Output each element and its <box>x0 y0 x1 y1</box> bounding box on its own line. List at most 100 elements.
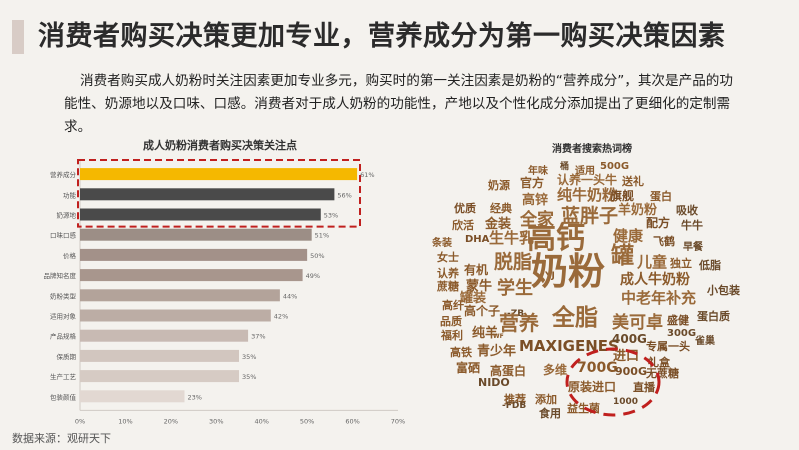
bar-7 <box>80 289 280 302</box>
x-tick-label: 20% <box>164 417 178 425</box>
cloud-word: 高个子 <box>464 304 501 318</box>
bar-chart: 营养成分 61% 功能 56% 奶源地 53% 口味口感 51% 价格 50% 品牌知名度 49% 奶粉… <box>44 159 405 425</box>
category-label: 价格 <box>63 251 77 260</box>
bar-5 <box>80 248 308 261</box>
value-label: 23% <box>187 393 201 401</box>
category-label: 保质期 <box>57 352 77 361</box>
cloud-word: 益生菌 <box>567 402 600 415</box>
x-tick-label: 50% <box>300 417 314 425</box>
cloud-word: 条装 <box>432 238 452 249</box>
cloud-word: 全脂 <box>552 305 598 331</box>
cloud-word: 中老年补充 <box>621 289 697 307</box>
cloud-word: 500G <box>600 161 630 172</box>
x-tick-label: 0% <box>75 417 85 425</box>
cloud-word: 儿童 <box>637 253 668 271</box>
cloud-word: 官方 <box>520 176 545 190</box>
cloud-word: 900G <box>615 365 647 378</box>
value-label: 49% <box>306 272 320 280</box>
cloud-word: 高钙 <box>527 221 586 255</box>
cloud-word: 女士 <box>437 251 459 264</box>
cloud-word: 全家 <box>520 210 554 230</box>
cloud-word: 高蛋白 <box>490 364 527 378</box>
cloud-word: 牛牛 <box>681 219 703 232</box>
x-tick-label: 30% <box>209 417 223 425</box>
cloud-word: 添加 <box>535 393 557 406</box>
category-label: 适用对象 <box>50 312 77 321</box>
cloud-word: 旗舰 <box>610 189 635 203</box>
data-source: 数据来源：观研天下 <box>12 432 111 445</box>
cloud-word: 雀巢 <box>695 336 715 347</box>
cloud-word: 原装进口 <box>568 380 617 394</box>
highlight-box <box>77 159 361 228</box>
bar-2 <box>80 188 335 201</box>
cloud-word: NIDO <box>478 376 510 389</box>
value-label: 50% <box>310 252 324 260</box>
cloud-word: 生牛乳 <box>489 229 535 247</box>
value-label: 44% <box>283 292 297 300</box>
page-description: 消费者购买成人奶粉时关注因素更加专业多元，购买时的第一关注因素是奶粉的“营养成分… <box>64 73 733 135</box>
cloud-word: 学生 <box>497 278 533 299</box>
cloud-word: 700G <box>577 360 618 376</box>
page-title: 消费者购买决策更加专业，营养成分为第一购买决策因素 <box>38 21 726 52</box>
cloud-word: 罐 <box>611 243 634 269</box>
cloud-word: 300G <box>667 328 697 339</box>
cloud-word: 低脂 <box>699 259 721 272</box>
cloud-word: 小包装 <box>707 284 740 297</box>
cloud-word: 青少年 <box>477 344 517 359</box>
bar-11 <box>80 370 239 383</box>
cloud-word: 蔗糖 <box>437 280 459 293</box>
cloud-word: -ZB <box>507 309 525 319</box>
cloud-word: 奶粉 <box>531 250 605 293</box>
cloud-word: 适用 <box>575 166 595 177</box>
title-accent-bar <box>12 20 24 54</box>
cloud-word: 送礼 <box>622 175 644 188</box>
bar-10 <box>80 349 239 362</box>
cloud-word: 吸收 <box>676 204 698 217</box>
value-label: 35% <box>242 353 256 361</box>
value-label: 37% <box>251 333 265 341</box>
cloud-word: 早餐 <box>683 242 703 253</box>
x-tick-label: 40% <box>254 417 268 425</box>
cloud-word: 福利 <box>441 329 463 342</box>
cloud-word: 纯羊 <box>472 326 499 341</box>
cloud-word: 美可卓 <box>612 313 663 333</box>
value-label: 51% <box>315 232 329 240</box>
cloud-word: YJ <box>545 271 555 281</box>
cloud-word: 高纤 <box>442 299 464 312</box>
x-tick-label: 10% <box>118 417 132 425</box>
cloud-word: 认养一头牛 <box>557 173 618 187</box>
cloud-word: 独立 <box>670 257 692 270</box>
cloud-word: 400G <box>612 332 647 346</box>
cloud-word: 年味 <box>528 166 548 177</box>
category-label: 营养成分 <box>50 170 77 179</box>
cloud-word: -FDB <box>502 401 527 411</box>
cloud-word: 纯牛奶粉 <box>557 186 618 204</box>
cloud-word: 配方 <box>646 216 671 230</box>
value-label: 61% <box>360 171 374 179</box>
cloud-word: 食用 <box>539 407 561 420</box>
cloud-word: 欣活 <box>452 219 474 232</box>
category-label: 包装颜值 <box>50 392 77 401</box>
value-label: 35% <box>242 373 256 381</box>
cloud-word: 高铁 <box>450 346 472 359</box>
chart-title: 成人奶粉消费者购买决策关注点 <box>143 139 297 152</box>
cloud-word: 蓝胖子 <box>561 205 619 227</box>
cloud-word: 成人牛奶粉 <box>620 272 690 288</box>
x-tick-label: 60% <box>345 417 359 425</box>
bar-1 <box>80 168 358 181</box>
cloud-word: 羊奶粉 <box>618 203 658 218</box>
value-label: 42% <box>274 313 288 321</box>
cloud-word: 多维 <box>543 363 568 377</box>
cloud-word: WF <box>493 333 504 340</box>
cloud-word: MAXIGENES <box>519 337 619 355</box>
cloud-word: 专属一头 <box>646 340 690 353</box>
cloud-word: 直播 <box>633 381 655 394</box>
cloud-word: 蛋白 <box>650 190 672 203</box>
cloud-word: 营养 <box>499 311 539 335</box>
value-label: 53% <box>324 212 338 220</box>
cloud-word: 富硒 <box>456 361 481 375</box>
bar-4 <box>80 228 312 241</box>
cloud-word: 有机 <box>464 263 489 277</box>
category-label: 奶粉类型 <box>50 291 77 300</box>
